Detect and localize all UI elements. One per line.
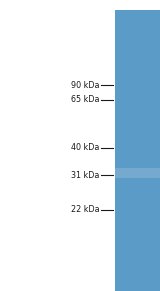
Text: 31 kDa: 31 kDa xyxy=(71,171,99,180)
Text: 65 kDa: 65 kDa xyxy=(71,95,99,104)
Bar xyxy=(115,10,160,291)
Text: 40 kDa: 40 kDa xyxy=(71,143,99,152)
Bar xyxy=(115,168,160,178)
Text: 90 kDa: 90 kDa xyxy=(71,81,99,90)
Text: 22 kDa: 22 kDa xyxy=(71,205,99,214)
